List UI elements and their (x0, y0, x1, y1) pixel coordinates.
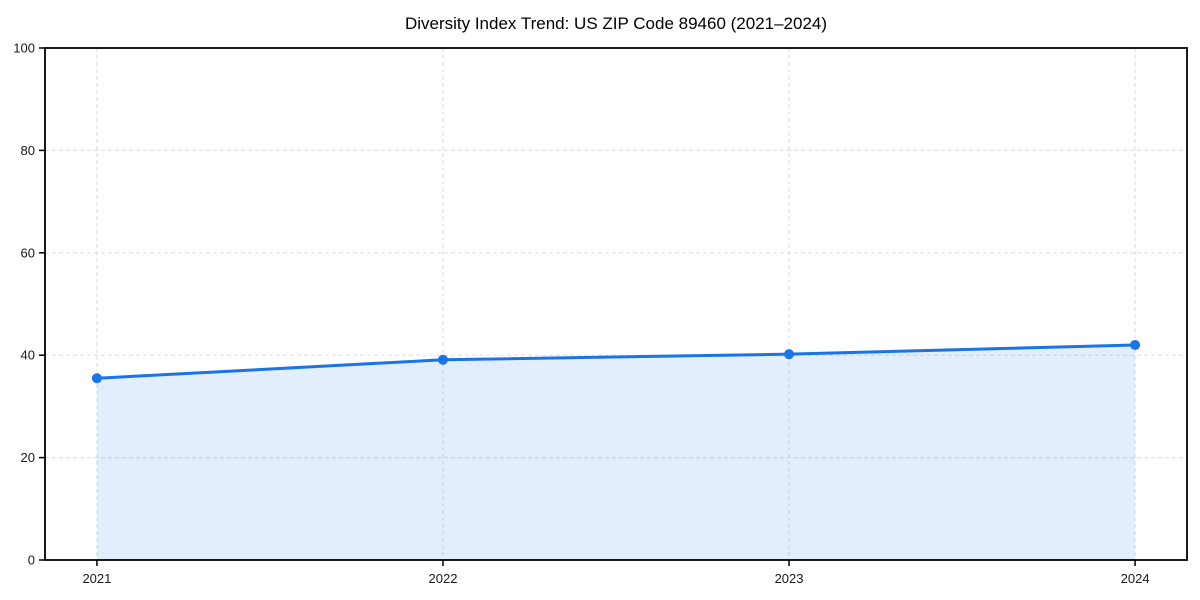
x-tick-label: 2022 (429, 571, 458, 586)
data-point-marker[interactable] (1130, 339, 1141, 350)
data-point-marker[interactable] (784, 349, 795, 360)
data-point-marker[interactable] (91, 373, 102, 384)
y-tick-label: 0 (28, 553, 35, 568)
x-tick-label: 2023 (775, 571, 804, 586)
y-tick-label: 80 (21, 143, 35, 158)
series-line (95, 343, 1137, 380)
chart-title: Diversity Index Trend: US ZIP Code 89460… (404, 14, 828, 33)
y-tick-label: 40 (21, 348, 35, 363)
plot-border (44, 47, 1188, 561)
data-point-marker[interactable] (437, 354, 448, 365)
x-tick-label: 2024 (1121, 571, 1150, 586)
y-tick-label: 60 (21, 245, 35, 260)
y-tick-label: 20 (21, 450, 35, 465)
x-tick-label: 2021 (82, 571, 111, 586)
y-tick-label: 100 (13, 41, 35, 56)
series-area-fill (96, 344, 1136, 560)
